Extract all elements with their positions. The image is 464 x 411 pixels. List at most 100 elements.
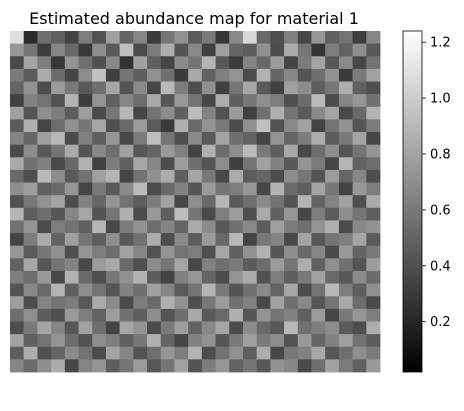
heatmap-cell (188, 245, 203, 259)
heatmap-cell (10, 296, 25, 310)
heatmap-cell (201, 245, 216, 259)
heatmap-cell (64, 258, 79, 272)
heatmap-cell (311, 321, 326, 335)
heatmap-cell (78, 346, 93, 360)
heatmap-cell (78, 68, 93, 82)
heatmap-cell (270, 68, 285, 82)
heatmap-cell (242, 43, 258, 57)
heatmap-cell (51, 270, 66, 284)
heatmap-cell (229, 169, 244, 183)
heatmap-cell (297, 195, 312, 209)
heatmap-cell (366, 169, 381, 183)
heatmap-cell (270, 119, 285, 133)
heatmap-cell (215, 258, 230, 272)
heatmap-cell (133, 169, 148, 183)
heatmap-cell (188, 321, 203, 335)
heatmap-cell (284, 68, 299, 82)
heatmap-cell (201, 157, 216, 171)
heatmap-cell (105, 157, 121, 171)
heatmap-cell (215, 144, 230, 158)
heatmap-cell (311, 169, 326, 183)
heatmap-cell (284, 157, 299, 171)
heatmap-cell (215, 119, 230, 133)
heatmap-cell (92, 169, 107, 183)
heatmap-cell (92, 321, 107, 335)
heatmap-cell (64, 94, 79, 108)
heatmap-cell (160, 94, 175, 108)
heatmap-cell (119, 182, 134, 196)
colorbar-ticks: 0.2 0.4 0.6 0.8 1.0 1.2 (422, 36, 451, 330)
heatmap-cell (23, 169, 38, 183)
heatmap-cell (229, 283, 244, 297)
heatmap-cell (105, 258, 121, 272)
heatmap-cell (338, 106, 353, 120)
heatmap-cell (133, 94, 148, 108)
heatmap-cell (242, 270, 258, 284)
heatmap-cell (325, 119, 340, 133)
heatmap-cell (311, 258, 326, 272)
heatmap-cell (147, 346, 162, 360)
heatmap-cell (338, 346, 353, 360)
heatmap-cell (119, 245, 134, 259)
heatmap-cell (297, 56, 312, 70)
heatmap-cell (37, 119, 52, 133)
heatmap-cell (229, 321, 244, 335)
heatmap-cell (215, 346, 230, 360)
heatmap-cell (297, 182, 312, 196)
heatmap-cell (51, 157, 66, 171)
heatmap-cell (242, 157, 258, 171)
heatmap-cell (92, 157, 107, 171)
heatmap-cell (174, 321, 189, 335)
heatmap-cell (338, 68, 353, 82)
heatmap-cell (201, 220, 216, 234)
heatmap-cell (297, 283, 312, 297)
heatmap-cell (174, 359, 189, 373)
heatmap-cell (338, 233, 353, 247)
heatmap-cell (51, 56, 66, 70)
heatmap-cell (201, 94, 216, 108)
heatmap-cell (338, 119, 353, 133)
heatmap-cell (215, 296, 230, 310)
heatmap-cell (23, 359, 38, 373)
heatmap-cell (229, 144, 244, 158)
heatmap-cell (366, 43, 381, 57)
heatmap-cell (242, 245, 258, 259)
heatmap-cell (92, 245, 107, 259)
abundance-heatmap (10, 31, 381, 373)
heatmap-cell (133, 81, 148, 95)
heatmap-cell (64, 144, 79, 158)
heatmap-cell (338, 270, 353, 284)
heatmap-cell (51, 68, 66, 82)
heatmap-cell (119, 106, 134, 120)
heatmap-cell (215, 321, 230, 335)
heatmap-cell (10, 144, 25, 158)
heatmap-cell (256, 296, 271, 310)
heatmap-cell (174, 270, 189, 284)
heatmap-cell (297, 296, 312, 310)
heatmap-cell (51, 296, 66, 310)
heatmap-cell (242, 106, 258, 120)
heatmap-cell (92, 195, 107, 209)
heatmap-cell (201, 258, 216, 272)
heatmap-cell (119, 119, 134, 133)
heatmap-cell (297, 169, 312, 183)
heatmap-cell (174, 132, 189, 146)
heatmap-cell (92, 233, 107, 247)
heatmap-cell (229, 195, 244, 209)
heatmap-cell (10, 56, 25, 70)
heatmap-cell (105, 346, 121, 360)
heatmap-cell (147, 308, 162, 322)
heatmap-cell (366, 182, 381, 196)
heatmap-cell (297, 334, 312, 348)
heatmap-cell (37, 207, 52, 221)
heatmap-cell (270, 182, 285, 196)
heatmap-cell (215, 106, 230, 120)
heatmap-cell (242, 144, 258, 158)
heatmap-cell (338, 81, 353, 95)
heatmap-cell (51, 132, 66, 146)
heatmap-cell (284, 346, 299, 360)
heatmap-cell (51, 220, 66, 234)
heatmap-cell (37, 169, 52, 183)
heatmap-cell (297, 31, 312, 45)
heatmap-cell (78, 270, 93, 284)
